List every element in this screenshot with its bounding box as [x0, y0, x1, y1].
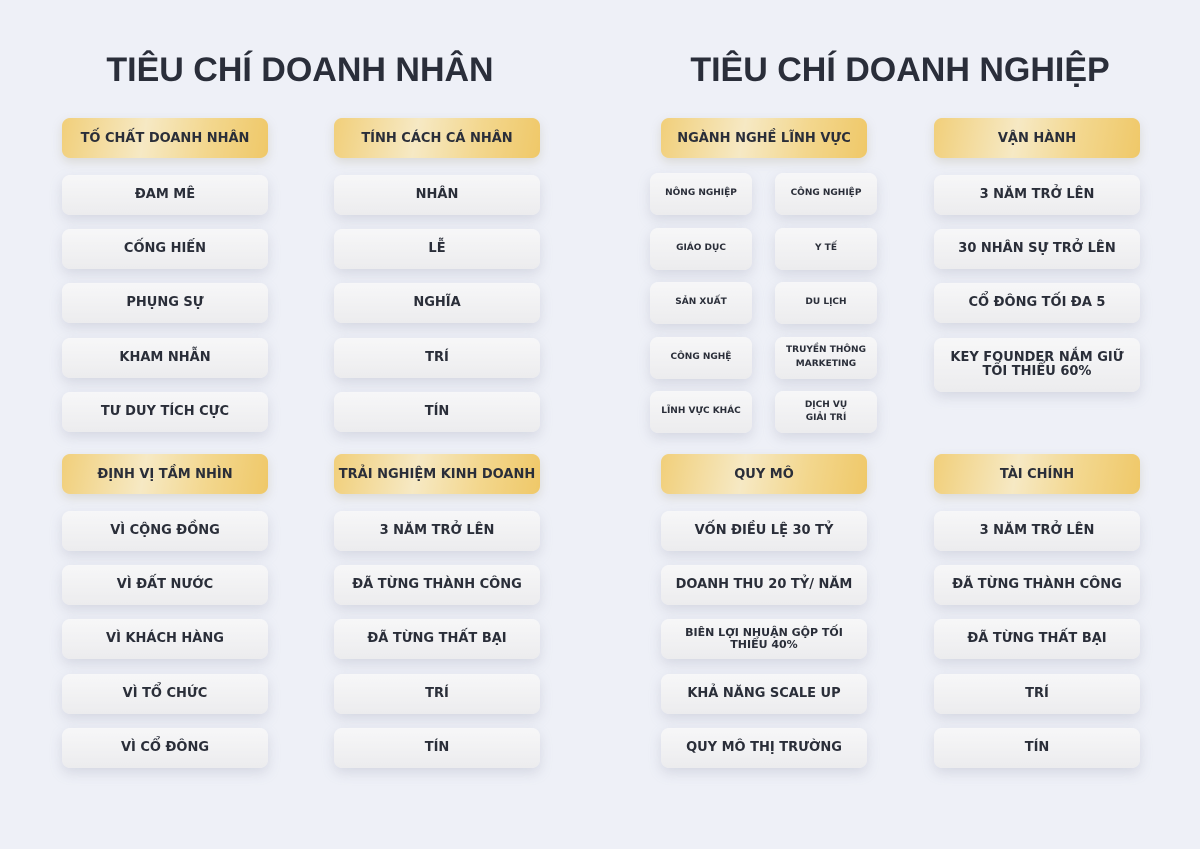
industry-tag: TRUYỀN THÔNG MARKETING	[775, 336, 877, 379]
criteria-item: DOANH THU 20 TỶ/ NĂM	[661, 565, 867, 605]
criteria-item: 3 NĂM TRỞ LÊN	[934, 511, 1140, 551]
criteria-item: CỐNG HIẾN	[62, 229, 268, 269]
criteria-item: LỄ	[334, 229, 540, 269]
criteria-item: 3 NĂM TRỞ LÊN	[334, 511, 540, 551]
left-title: TIÊU CHÍ DOANH NHÂN	[106, 51, 494, 89]
criteria-item: PHỤNG SỰ	[62, 283, 268, 323]
criteria-item: TRÍ	[934, 674, 1140, 714]
criteria-item: TÍN	[934, 728, 1140, 768]
criteria-item: TRÍ	[334, 338, 540, 378]
criteria-item: TRÍ	[334, 674, 540, 714]
criteria-item: KHẢ NĂNG SCALE UP	[661, 674, 867, 714]
criteria-item: VÌ CỔ ĐÔNG	[62, 728, 268, 768]
criteria-item: ĐAM MÊ	[62, 175, 268, 215]
right-title: TIÊU CHÍ DOANH NGHIỆP	[690, 51, 1110, 89]
criteria-item: CỔ ĐÔNG TỐI ĐA 5	[934, 283, 1140, 323]
criteria-item: VỐN ĐIỀU LỆ 30 TỶ	[661, 511, 867, 551]
criteria-item: BIÊN LỢI NHUẬN GỘP TỐI THIỂU 40%	[661, 619, 867, 659]
section-header: ĐỊNH VỊ TẦM NHÌN	[62, 454, 268, 494]
criteria-item: NGHĨA	[334, 283, 540, 323]
criteria-item: VÌ CỘNG ĐỒNG	[62, 511, 268, 551]
industry-tag: DU LỊCH	[775, 282, 877, 324]
criteria-item: QUY MÔ THỊ TRƯỜNG	[661, 728, 867, 768]
section-header: NGÀNH NGHỀ LĨNH VỰC	[661, 118, 867, 158]
industry-tag: Y TẾ	[775, 227, 877, 270]
criteria-item: TÍN	[334, 392, 540, 432]
criteria-item: VÌ ĐẤT NƯỚC	[62, 565, 268, 605]
section-header: TÍNH CÁCH CÁ NHÂN	[334, 118, 540, 158]
criteria-item: ĐÃ TỪNG THÀNH CÔNG	[934, 565, 1140, 605]
industry-tag: SẢN XUẤT	[650, 282, 752, 324]
industry-tag: DỊCH VỤ GIẢI TRÍ	[775, 391, 877, 433]
criteria-item: ĐÃ TỪNG THÀNH CÔNG	[334, 565, 540, 605]
industry-tag: GIÁO DỤC	[650, 227, 752, 270]
criteria-item: TƯ DUY TÍCH CỰC	[62, 392, 268, 432]
industry-tag: CÔNG NGHIỆP	[775, 173, 877, 215]
section-header: VẬN HÀNH	[934, 118, 1140, 158]
section-header: QUY MÔ	[661, 454, 867, 494]
criteria-item: TÍN	[334, 728, 540, 768]
criteria-item: VÌ TỔ CHỨC	[62, 674, 268, 714]
section-header: TRẢI NGHIỆM KINH DOANH	[334, 454, 540, 494]
criteria-item: KEY FOUNDER NẮM GIỮ TỐI THIỂU 60%	[934, 338, 1140, 392]
industry-tag: NÔNG NGHIỆP	[650, 173, 752, 215]
criteria-item: ĐÃ TỪNG THẤT BẠI	[334, 619, 540, 659]
industry-tag: CÔNG NGHỆ	[650, 336, 752, 379]
criteria-item: 30 NHÂN SỰ TRỞ LÊN	[934, 229, 1140, 269]
criteria-item: 3 NĂM TRỞ LÊN	[934, 175, 1140, 215]
section-header: TÀI CHÍNH	[934, 454, 1140, 494]
criteria-item: ĐÃ TỪNG THẤT BẠI	[934, 619, 1140, 659]
criteria-item: NHÂN	[334, 175, 540, 215]
criteria-item: KHAM NHẪN	[62, 338, 268, 378]
section-header: TỐ CHẤT DOANH NHÂN	[62, 118, 268, 158]
criteria-item: VÌ KHÁCH HÀNG	[62, 619, 268, 659]
industry-tag: LĨNH VỰC KHÁC	[650, 391, 752, 433]
